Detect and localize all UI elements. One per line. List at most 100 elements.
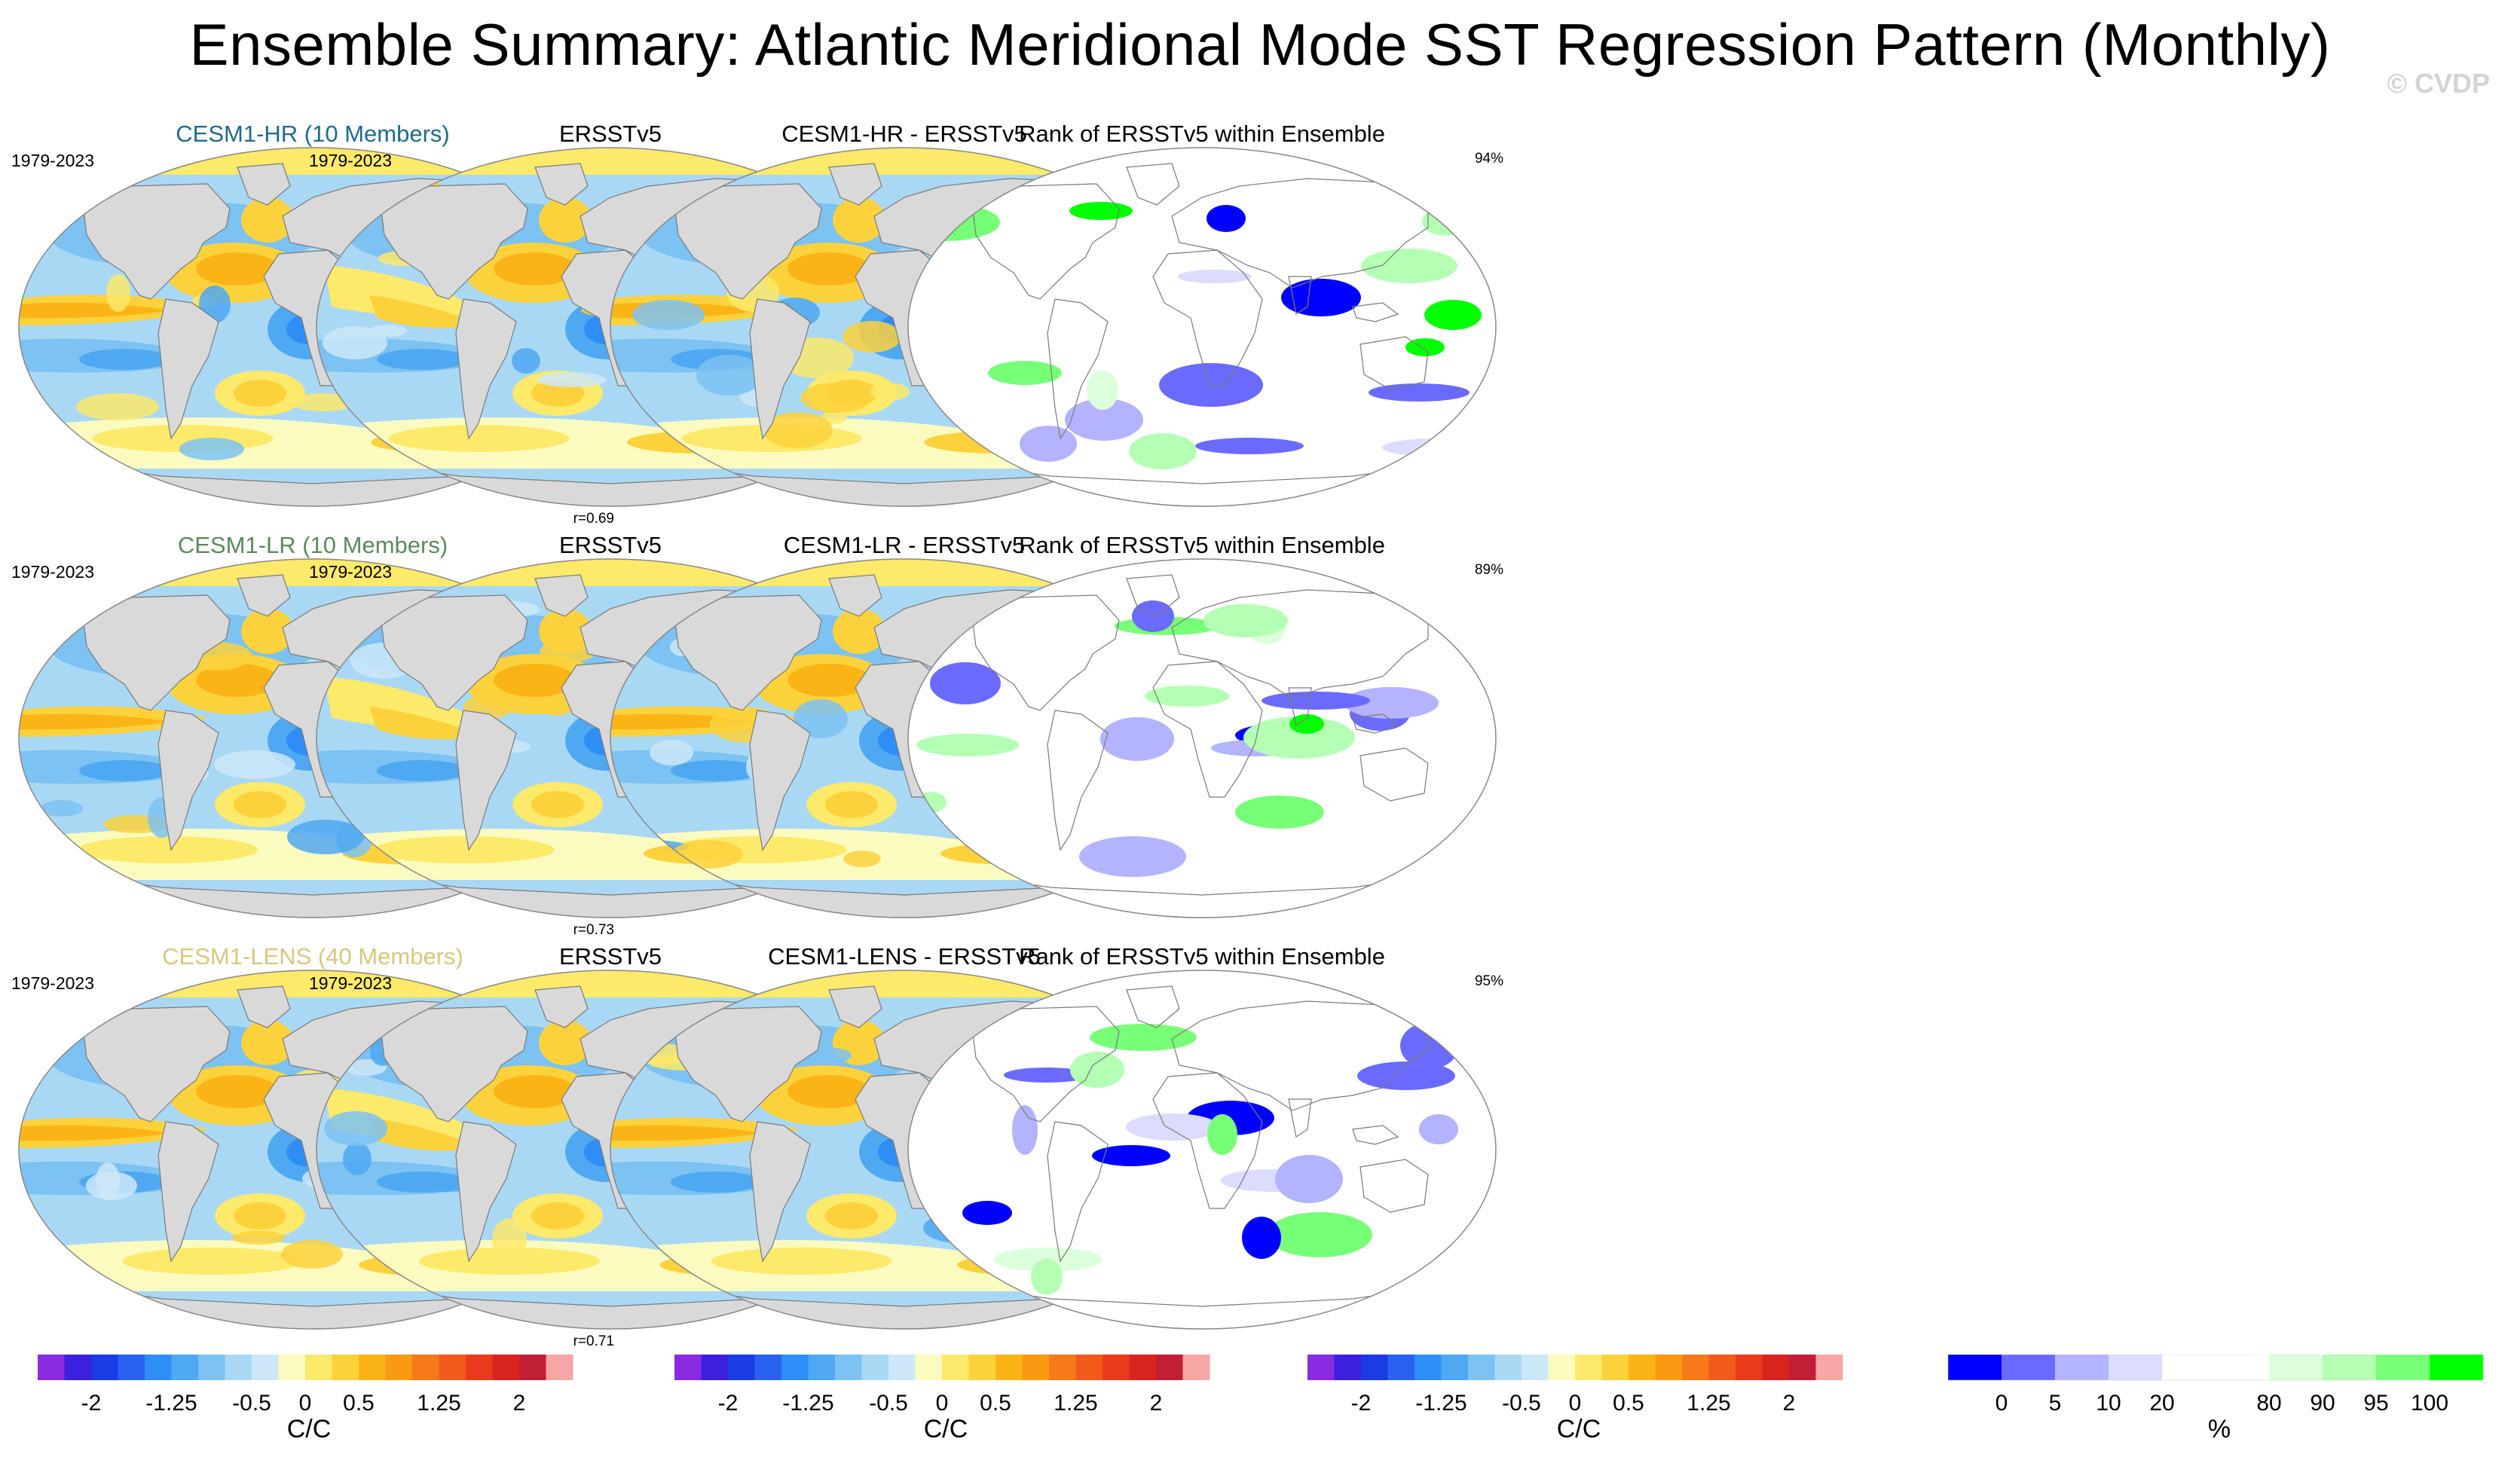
colorbar-swatch: [1682, 1355, 1709, 1380]
colorbar-swatch: [1629, 1355, 1656, 1380]
colorbar-tick-label: -0.5: [869, 1391, 908, 1415]
colorbar-tick-label: 0: [936, 1391, 949, 1415]
colorbar-swatch: [252, 1355, 279, 1380]
colorbar-swatch: [1022, 1355, 1050, 1380]
panel-title: Rank of ERSSTv5 within Ensemble: [1019, 121, 1385, 147]
colorbar-swatch: [1948, 1355, 2002, 1380]
colorbar-swatch: [64, 1355, 92, 1380]
colorbar-swatch: [1307, 1355, 1335, 1380]
colorbar-sst-3: -2 -1.25 -0.5 0 0.5 1.25 2 C/C: [1307, 1355, 1850, 1452]
pattern-correlation: r=0.69: [573, 511, 614, 527]
period-label: 1979-2023: [11, 151, 94, 170]
colorbar-tick-label: 10: [2096, 1391, 2121, 1415]
colorbar-unit: C/C: [923, 1415, 968, 1443]
colorbar-swatch: [1575, 1355, 1602, 1380]
colorbar-swatch: [385, 1355, 413, 1380]
rank-map: [907, 147, 1497, 507]
colorbar-tick-label: 80: [2256, 1391, 2281, 1415]
colorbar-swatch: [1736, 1355, 1763, 1380]
colorbar-tick-label: 90: [2310, 1391, 2335, 1415]
colorbar-tick-label: 1.25: [417, 1391, 460, 1415]
colorbar-swatch: [2323, 1355, 2377, 1380]
colorbar-swatch: [754, 1355, 782, 1380]
colorbar-tick-label: 1.25: [1687, 1391, 1730, 1415]
panel-title: CESM1-LR - ERSSTv5: [783, 532, 1026, 558]
colorbar-swatch: [278, 1355, 306, 1380]
colorbar-tick-label: 100: [2411, 1391, 2448, 1415]
colorbar-swatch: [2216, 1355, 2270, 1380]
colorbar-swatch: [1182, 1355, 1210, 1380]
period-label: 1979-2023: [11, 973, 94, 993]
panel-row3-rank: Rank of ERSSTv5 within Ensemble 95%: [901, 943, 1503, 1350]
colorbar-tick-label: -0.5: [1502, 1391, 1541, 1415]
colorbar-swatch: [1441, 1355, 1469, 1380]
colorbar-swatch: [2269, 1355, 2323, 1380]
panel-title: CESM1-HR (10 Members): [176, 121, 450, 147]
colorbar-swatch: [1548, 1355, 1576, 1380]
panel-title: ERSSTv5: [558, 532, 662, 558]
colorbar-swatch: [2109, 1355, 2163, 1380]
rank-percent: 89%: [1474, 562, 1503, 578]
colorbar-tick-label: 0: [1569, 1391, 1582, 1415]
colorbar-swatch: [412, 1355, 439, 1380]
colorbar-tick-label: 0.5: [343, 1391, 375, 1415]
cvdp-watermark: © CVDP: [2387, 68, 2490, 99]
colorbar-swatch: [1494, 1355, 1522, 1380]
colorbar-swatch: [2162, 1355, 2216, 1380]
colorbar-swatch: [1387, 1355, 1415, 1380]
panel-row1-rank: Rank of ERSSTv5 within Ensemble 94%: [901, 121, 1503, 527]
colorbar-swatch: [1815, 1355, 1843, 1380]
colorbar-sst-1: -2 -1.25 -0.5 0 0.5 1.25 2 C/C: [38, 1355, 580, 1452]
colorbar-tick-label: 0.5: [980, 1391, 1011, 1415]
colorbar-swatch: [835, 1355, 862, 1380]
colorbar-swatch: [808, 1355, 836, 1380]
colorbar-tick-label: 2: [1783, 1391, 1796, 1415]
colorbar-tick-label: 2: [1150, 1391, 1163, 1415]
colorbar-swatch: [492, 1355, 520, 1380]
colorbar-swatch: [1468, 1355, 1495, 1380]
pattern-correlation: r=0.71: [573, 1333, 614, 1349]
rank-percent: 95%: [1474, 973, 1503, 989]
colorbar-swatch: [1129, 1355, 1157, 1380]
colorbar-unit: %: [2207, 1415, 2231, 1443]
colorbar-swatch: [861, 1355, 889, 1380]
colorbar-swatch: [1789, 1355, 1816, 1380]
colorbar-swatch: [171, 1355, 199, 1380]
figure-title: Ensemble Summary: Atlantic Meridional Mo…: [189, 11, 2331, 78]
colorbar-sst-2: -2 -1.25 -0.5 0 0.5 1.25 2 C/C: [674, 1355, 1217, 1452]
panel-row2-rank: Rank of ERSSTv5 within Ensemble 89%: [901, 532, 1503, 939]
colorbar-rank-4: 0 5 10 20 80 90 95 100%: [1948, 1355, 2491, 1452]
colorbar-tick-label: 20: [2149, 1391, 2174, 1415]
colorbar-swatch: [2430, 1355, 2484, 1380]
colorbar-tick-label: -2: [1351, 1391, 1372, 1415]
colorbar-tick-label: -2: [718, 1391, 739, 1415]
panel-title: CESM1-HR - ERSSTv5: [781, 121, 1027, 147]
colorbar-tick-label: 0.5: [1613, 1391, 1644, 1415]
period-label: 1979-2023: [309, 151, 392, 170]
colorbar-swatch: [359, 1355, 386, 1380]
colorbar-tick-label: 2: [513, 1391, 526, 1415]
colorbar-swatch: [38, 1355, 65, 1380]
panel-title: CESM1-LR (10 Members): [177, 532, 448, 558]
rank-map: [907, 558, 1497, 918]
colorbar-swatch: [1075, 1355, 1103, 1380]
colorbar-tick-label: -0.5: [232, 1391, 271, 1415]
colorbar-swatch: [1334, 1355, 1362, 1380]
colorbar-tick-label: 0: [299, 1391, 312, 1415]
panel-title: Rank of ERSSTv5 within Ensemble: [1019, 943, 1385, 970]
panel-title: ERSSTv5: [558, 943, 662, 970]
colorbar-swatch: [1708, 1355, 1736, 1380]
colorbar-swatch: [546, 1355, 573, 1380]
colorbar-swatch: [2376, 1355, 2430, 1380]
period-label: 1979-2023: [309, 562, 392, 582]
colorbar-tick-label: -2: [81, 1391, 102, 1415]
colorbar-swatch: [332, 1355, 359, 1380]
colorbar-swatch: [466, 1355, 493, 1380]
colorbar-tick-label: 5: [2049, 1391, 2062, 1415]
colorbar-swatch: [968, 1355, 996, 1380]
colorbar-swatch: [519, 1355, 546, 1380]
colorbar-swatch: [1049, 1355, 1076, 1380]
colorbar-swatch: [1762, 1355, 1790, 1380]
rank-map: [907, 970, 1497, 1330]
colorbar-tick-label: -1.25: [1415, 1391, 1466, 1415]
